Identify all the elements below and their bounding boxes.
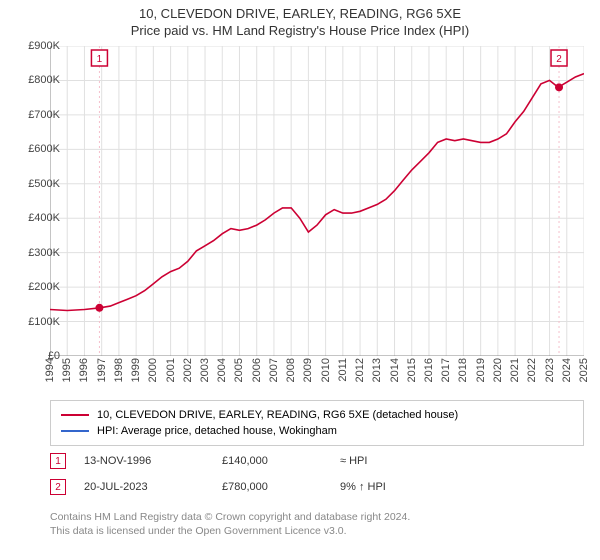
x-tick-label: 1997 [96,358,108,382]
footer-line: Contains HM Land Registry data © Crown c… [50,510,584,524]
sale-price: £140,000 [222,455,322,467]
x-tick-label: 2019 [475,358,487,382]
x-tick-label: 1998 [113,358,125,382]
x-tick-label: 2006 [251,358,263,382]
y-tick-label: £100K [10,316,60,328]
address-title: 10, CLEVEDON DRIVE, EARLEY, READING, RG6… [0,6,600,21]
legend-box: 10, CLEVEDON DRIVE, EARLEY, READING, RG6… [50,400,584,446]
y-tick-label: £400K [10,212,60,224]
sale-date: 20-JUL-2023 [84,481,204,493]
x-tick-label: 2013 [371,358,383,382]
marker-badge: 2 [50,479,66,495]
legend-swatch [61,430,89,432]
sale-date: 13-NOV-1996 [84,455,204,467]
table-row: 2 20-JUL-2023 £780,000 9% ↑ HPI [50,474,584,500]
marker-id: 1 [55,456,61,467]
y-tick-label: £800K [10,74,60,86]
sale-diff: 9% ↑ HPI [340,481,440,493]
x-tick-label: 2008 [285,358,297,382]
legend-label: 10, CLEVEDON DRIVE, EARLEY, READING, RG6… [97,409,458,421]
x-tick-label: 2003 [199,358,211,382]
marker-badge: 1 [50,453,66,469]
marker-id: 2 [55,482,61,493]
y-tick-label: £200K [10,281,60,293]
x-tick-label: 2021 [509,358,521,382]
titles: 10, CLEVEDON DRIVE, EARLEY, READING, RG6… [0,0,600,38]
x-tick-label: 2017 [440,358,452,382]
x-tick-label: 2007 [268,358,280,382]
y-tick-label: £600K [10,143,60,155]
subtitle: Price paid vs. HM Land Registry's House … [0,23,600,38]
legend-row: 10, CLEVEDON DRIVE, EARLEY, READING, RG6… [61,407,573,423]
x-tick-label: 1995 [61,358,73,382]
x-tick-label: 2002 [182,358,194,382]
x-tick-label: 2022 [526,358,538,382]
footer: Contains HM Land Registry data © Crown c… [50,510,584,538]
x-tick-label: 2025 [578,358,590,382]
chart-svg: 12 [50,46,584,356]
chart-container: 10, CLEVEDON DRIVE, EARLEY, READING, RG6… [0,0,600,560]
svg-text:1: 1 [97,54,103,65]
x-tick-label: 1994 [44,358,56,382]
x-tick-label: 2000 [147,358,159,382]
legend-row: HPI: Average price, detached house, Woki… [61,423,573,439]
x-tick-label: 1999 [130,358,142,382]
x-tick-label: 2016 [423,358,435,382]
x-tick-label: 2014 [389,358,401,382]
y-tick-label: £700K [10,109,60,121]
x-tick-label: 2009 [302,358,314,382]
x-tick-label: 2020 [492,358,504,382]
x-tick-label: 1996 [78,358,90,382]
x-tick-label: 2024 [561,358,573,382]
sale-diff: ≈ HPI [340,455,440,467]
chart-area: 12 [50,46,584,356]
x-tick-label: 2010 [320,358,332,382]
x-tick-label: 2004 [216,358,228,382]
table-row: 1 13-NOV-1996 £140,000 ≈ HPI [50,448,584,474]
footer-line: This data is licensed under the Open Gov… [50,524,584,538]
svg-text:2: 2 [556,54,562,65]
x-tick-label: 2023 [544,358,556,382]
sale-price: £780,000 [222,481,322,493]
y-tick-label: £500K [10,178,60,190]
x-tick-label: 2015 [406,358,418,382]
x-tick-label: 2018 [457,358,469,382]
y-tick-label: £300K [10,247,60,259]
sales-table: 1 13-NOV-1996 £140,000 ≈ HPI 2 20-JUL-20… [50,448,584,500]
y-tick-label: £900K [10,40,60,52]
legend-label: HPI: Average price, detached house, Woki… [97,425,337,437]
legend-swatch [61,414,89,416]
x-tick-label: 2005 [233,358,245,382]
x-tick-label: 2011 [337,358,349,382]
x-tick-label: 2012 [354,358,366,382]
x-tick-label: 2001 [165,358,177,382]
